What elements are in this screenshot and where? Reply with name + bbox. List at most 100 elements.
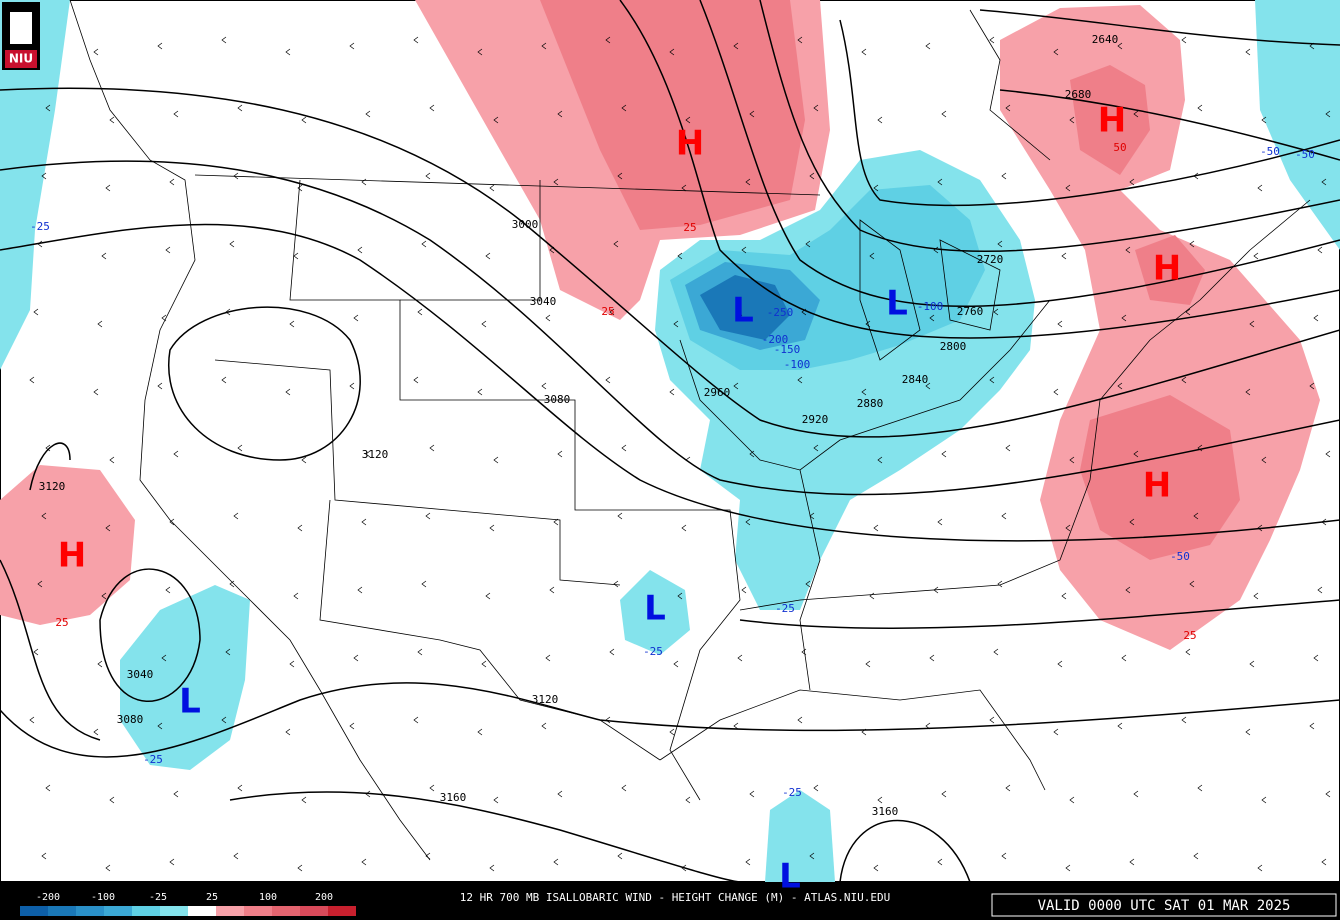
wind-arrow	[553, 178, 559, 186]
wind-arrow	[297, 184, 303, 192]
wind-arrow	[1253, 592, 1259, 600]
wind-arrow	[237, 444, 243, 452]
wind-arrow	[1321, 518, 1327, 526]
wind-arrow	[33, 648, 39, 656]
wind-arrow	[877, 456, 883, 464]
wind-arrow	[621, 104, 627, 112]
wind-arrow	[285, 388, 291, 396]
wind-arrow	[1057, 660, 1063, 668]
wind-arrow	[933, 586, 939, 594]
wind-arrow	[1309, 382, 1315, 390]
wind-arrow	[41, 852, 47, 860]
height-change-label: 25	[601, 305, 614, 318]
wind-arrow	[733, 722, 739, 730]
geography	[69, 0, 1311, 861]
wind-arrow	[1065, 524, 1071, 532]
wind-arrow	[677, 252, 683, 260]
wind-arrow	[1129, 178, 1135, 186]
wind-arrow	[685, 116, 691, 124]
colorbar-label: -100	[91, 892, 115, 903]
wind-arrow	[169, 518, 175, 526]
wind-arrow	[1249, 320, 1255, 328]
wind-arrow	[737, 654, 743, 662]
wind-arrow	[541, 42, 547, 50]
wind-arrow	[1185, 648, 1191, 656]
wind-arrow	[621, 444, 627, 452]
wind-arrow	[989, 376, 995, 384]
wind-arrow	[161, 314, 167, 322]
wind-arrow	[861, 728, 867, 736]
height-change-label: 25	[55, 616, 68, 629]
wind-arrow	[109, 456, 115, 464]
wind-arrow	[869, 592, 875, 600]
wind-arrow	[161, 654, 167, 662]
wind-arrow	[621, 784, 627, 792]
wind-arrow	[493, 796, 499, 804]
wind-arrow	[93, 48, 99, 56]
wind-arrow	[365, 450, 371, 458]
wind-arrow	[797, 716, 803, 724]
wind-arrow	[925, 42, 931, 50]
wind-arrow	[301, 456, 307, 464]
wind-arrow	[425, 512, 431, 520]
wind-arrow	[413, 716, 419, 724]
wind-arrow	[1325, 790, 1331, 798]
wind-arrow	[877, 796, 883, 804]
wind-arrow	[813, 444, 819, 452]
wind-arrow	[425, 852, 431, 860]
colorbar-swatch	[132, 906, 160, 916]
wind-arrow	[809, 512, 815, 520]
contour-label: 2880	[857, 397, 884, 410]
wind-arrow	[485, 252, 491, 260]
wind-arrow	[873, 524, 879, 532]
wind-arrow	[1321, 858, 1327, 866]
wind-arrow	[233, 512, 239, 520]
wind-arrow	[1053, 48, 1059, 56]
height-change-label: -50	[1260, 145, 1280, 158]
contour-label: 2840	[902, 373, 929, 386]
wind-arrow	[1129, 518, 1135, 526]
wind-arrow	[105, 184, 111, 192]
wind-vectors	[29, 36, 1331, 872]
contour-label: 2960	[704, 386, 731, 399]
wind-arrow	[349, 42, 355, 50]
wind-arrow	[1317, 246, 1323, 254]
contour-label: 2640	[1092, 33, 1119, 46]
wind-arrow	[685, 456, 691, 464]
wind-arrow	[545, 654, 551, 662]
height-change-label: -100	[784, 358, 811, 371]
wind-arrow	[157, 722, 163, 730]
wind-arrow	[425, 172, 431, 180]
wind-arrow	[1065, 864, 1071, 872]
wind-arrow	[477, 48, 483, 56]
wind-arrow	[1053, 388, 1059, 396]
colorbar-label: -200	[36, 892, 60, 903]
height-change-label: 50	[1113, 141, 1126, 154]
wind-arrow	[29, 376, 35, 384]
contour-label: 3160	[440, 791, 467, 804]
wind-arrow	[609, 308, 615, 316]
height-change-label: -250	[767, 306, 794, 319]
valid-time: VALID 0000 UTC SAT 01 MAR 2025	[1038, 898, 1291, 914]
wind-arrow	[289, 320, 295, 328]
wind-arrow	[1193, 852, 1199, 860]
wind-arrow	[673, 660, 679, 668]
wind-arrow	[289, 660, 295, 668]
wind-arrow	[101, 592, 107, 600]
colorbar-swatch	[48, 906, 76, 916]
wind-arrow	[681, 524, 687, 532]
wind-arrow	[1325, 450, 1331, 458]
wind-arrow	[349, 382, 355, 390]
wind-arrow	[801, 308, 807, 316]
wind-arrow	[165, 586, 171, 594]
wind-arrow	[37, 240, 43, 248]
wind-arrow	[553, 518, 559, 526]
height-rise-areas	[0, 0, 1320, 650]
wind-arrow	[421, 240, 427, 248]
wind-arrow	[97, 320, 103, 328]
wind-arrow	[237, 784, 243, 792]
wind-arrow	[225, 648, 231, 656]
contour-label: 3120	[532, 693, 559, 706]
wind-arrow	[553, 858, 559, 866]
wind-arrow	[361, 178, 367, 186]
